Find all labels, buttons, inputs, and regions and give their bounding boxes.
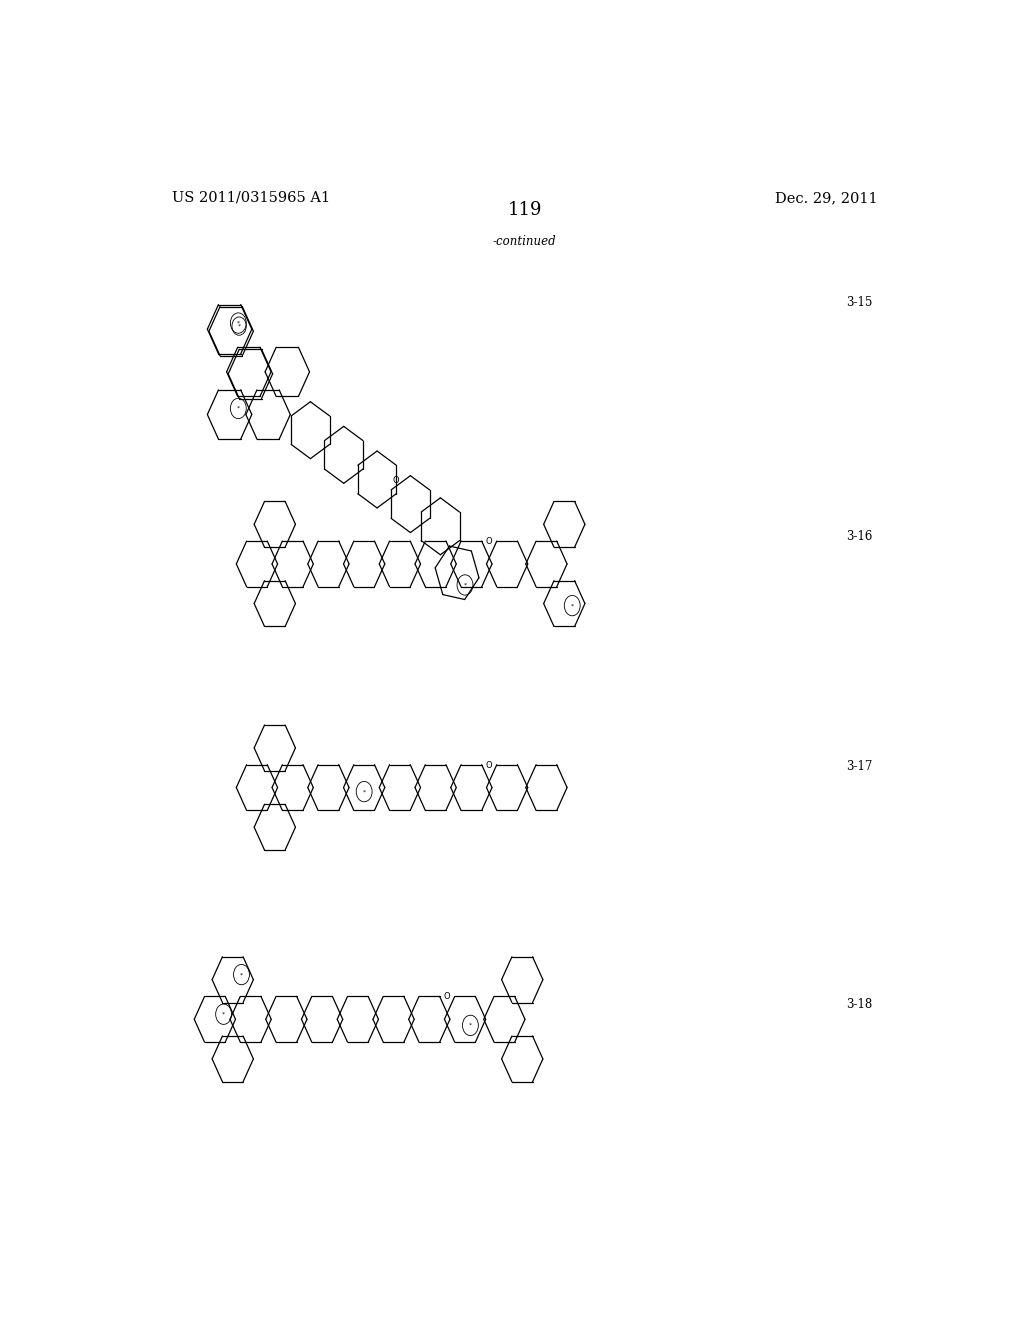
Text: 3-16: 3-16	[846, 531, 872, 543]
Text: *: *	[222, 1011, 225, 1016]
Text: *: *	[240, 972, 243, 977]
Text: 3-17: 3-17	[846, 760, 872, 772]
Text: 3-15: 3-15	[846, 296, 872, 309]
Text: O: O	[443, 993, 451, 1002]
Text: *: *	[570, 603, 573, 609]
Text: O: O	[486, 760, 493, 770]
Text: O: O	[486, 537, 493, 546]
Text: *: *	[464, 582, 467, 587]
Text: *: *	[237, 321, 240, 326]
Text: O: O	[392, 475, 398, 484]
Text: *: *	[237, 407, 240, 411]
Text: 3-18: 3-18	[846, 998, 872, 1011]
Text: -continued: -continued	[493, 235, 557, 248]
Text: *: *	[469, 1023, 472, 1028]
Text: *: *	[238, 323, 241, 329]
Text: US 2011/0315965 A1: US 2011/0315965 A1	[172, 191, 330, 205]
Text: *: *	[362, 789, 366, 795]
Text: Dec. 29, 2011: Dec. 29, 2011	[775, 191, 878, 205]
Text: 119: 119	[508, 201, 542, 219]
